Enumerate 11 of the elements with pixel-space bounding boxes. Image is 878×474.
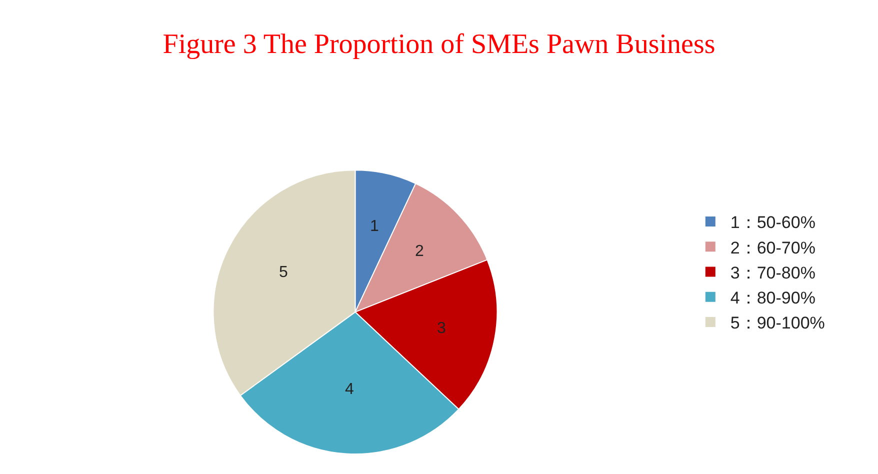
- legend-label: 5：90-100%: [730, 314, 825, 333]
- legend-label: 4：80-90%: [730, 288, 816, 308]
- chart-title: Figure 3 The Proportion of SMEs Pawn Business: [162, 28, 716, 60]
- text: 3: [437, 320, 446, 337]
- text: 1: [370, 218, 379, 235]
- text: 2: [415, 243, 424, 260]
- legend-label: 3：70-80%: [730, 263, 816, 282]
- text: 4: [345, 381, 354, 398]
- text: 5: [279, 264, 288, 281]
- legend-label: 1：50-60%: [730, 213, 816, 232]
- legend-label: 2：60-70%: [730, 238, 816, 258]
